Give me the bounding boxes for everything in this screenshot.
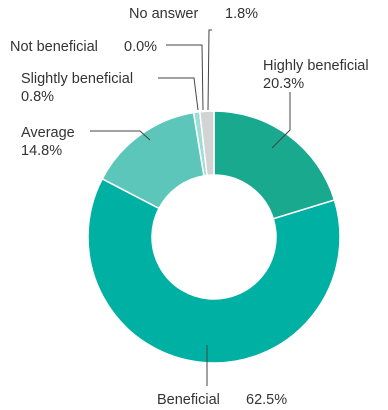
slices bbox=[87, 110, 341, 364]
label-beneficial: Beneficial bbox=[157, 392, 220, 408]
label-slightly-beneficial: Slightly beneficial bbox=[21, 71, 133, 87]
value-slightly-beneficial: 0.8% bbox=[21, 89, 54, 105]
leader-average bbox=[90, 130, 151, 141]
value-average: 14.8% bbox=[21, 143, 62, 159]
value-beneficial: 62.5% bbox=[246, 392, 287, 408]
value-not-beneficial: 0.0% bbox=[124, 39, 157, 55]
label-highly-beneficial: Highly beneficial bbox=[263, 58, 369, 74]
slice-beneficial bbox=[87, 177, 341, 364]
value-no-answer: 1.8% bbox=[225, 6, 258, 22]
leader-slightly-beneficial bbox=[158, 77, 199, 111]
label-average: Average bbox=[21, 125, 75, 141]
slice-no-answer bbox=[198, 110, 215, 177]
label-no-answer: No answer bbox=[129, 6, 198, 22]
leader-no-answer bbox=[207, 29, 212, 111]
value-highly-beneficial: 20.3% bbox=[263, 76, 304, 92]
leader-not-beneficial bbox=[166, 44, 204, 111]
label-not-beneficial: Not beneficial bbox=[10, 39, 98, 55]
leader-highly-beneficial bbox=[271, 92, 291, 149]
slice-highly-beneficial bbox=[213, 110, 336, 220]
